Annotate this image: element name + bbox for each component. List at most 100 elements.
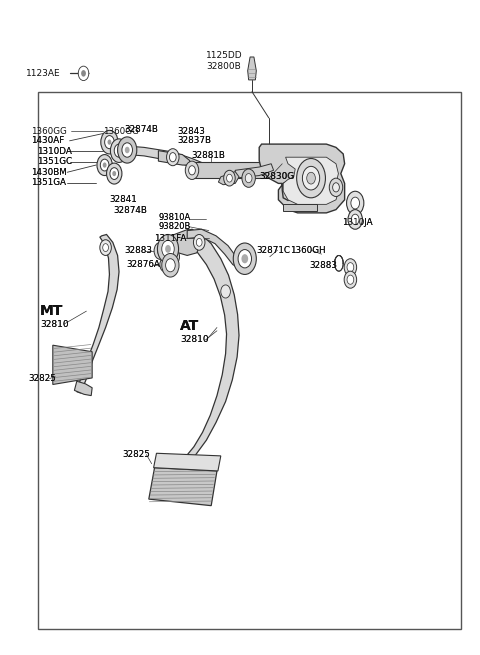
Circle shape — [105, 136, 114, 149]
Circle shape — [162, 253, 179, 277]
Text: 32881B: 32881B — [191, 151, 225, 160]
Text: 1311FA: 1311FA — [154, 234, 186, 243]
Circle shape — [221, 285, 230, 298]
Circle shape — [196, 238, 202, 246]
Text: 93820B: 93820B — [158, 222, 191, 231]
Circle shape — [108, 140, 111, 145]
Polygon shape — [154, 453, 221, 471]
Polygon shape — [235, 164, 274, 178]
Text: 1430BM: 1430BM — [31, 168, 67, 177]
Text: 1360GH: 1360GH — [290, 246, 326, 255]
Text: 1310JA: 1310JA — [342, 218, 372, 227]
Text: AT: AT — [180, 319, 199, 333]
Text: 1351GC: 1351GC — [37, 157, 72, 166]
Text: 32825: 32825 — [29, 374, 57, 383]
Text: 1351GA: 1351GA — [31, 178, 66, 187]
Circle shape — [103, 244, 108, 252]
Circle shape — [242, 169, 255, 187]
Text: 1360GG: 1360GG — [31, 126, 67, 136]
Circle shape — [157, 234, 179, 263]
Polygon shape — [283, 204, 317, 211]
Circle shape — [348, 210, 362, 229]
Circle shape — [193, 234, 205, 250]
Polygon shape — [187, 229, 240, 269]
Text: 93810A: 93810A — [158, 213, 191, 222]
Circle shape — [351, 197, 360, 209]
Circle shape — [122, 143, 132, 157]
Text: 1310DA: 1310DA — [37, 147, 72, 156]
Circle shape — [168, 249, 180, 265]
Circle shape — [227, 174, 232, 182]
Circle shape — [160, 257, 170, 272]
Circle shape — [97, 155, 112, 176]
Text: 1430BM: 1430BM — [31, 168, 67, 177]
Polygon shape — [190, 162, 269, 178]
Circle shape — [347, 263, 354, 272]
Text: 32874B: 32874B — [124, 124, 158, 134]
Text: 32874B: 32874B — [113, 206, 147, 215]
Text: 32830G: 32830G — [259, 172, 295, 181]
Circle shape — [169, 153, 176, 162]
Text: 32876A: 32876A — [126, 260, 160, 269]
Circle shape — [344, 271, 357, 288]
Circle shape — [347, 191, 364, 215]
Text: 1123AE: 1123AE — [26, 69, 61, 78]
Circle shape — [107, 163, 122, 184]
Polygon shape — [74, 381, 92, 396]
Text: 32871C: 32871C — [257, 246, 291, 255]
Text: MT: MT — [40, 304, 63, 318]
Text: 1310DA: 1310DA — [37, 147, 72, 156]
Circle shape — [100, 240, 111, 255]
Text: 32825: 32825 — [122, 450, 150, 459]
Text: 32883: 32883 — [310, 261, 337, 270]
Polygon shape — [218, 172, 239, 185]
Circle shape — [78, 66, 89, 81]
Text: 32841: 32841 — [109, 195, 137, 204]
Circle shape — [101, 130, 118, 154]
Circle shape — [241, 254, 248, 263]
Polygon shape — [53, 345, 92, 384]
Circle shape — [224, 170, 235, 186]
Text: 32837B: 32837B — [178, 136, 212, 145]
Bar — [38, 92, 461, 629]
Text: 1351GC: 1351GC — [37, 157, 72, 166]
Circle shape — [165, 245, 171, 253]
Polygon shape — [180, 457, 198, 469]
Text: 32810: 32810 — [180, 335, 209, 345]
Text: 32825: 32825 — [29, 374, 57, 383]
Circle shape — [100, 159, 109, 171]
Polygon shape — [179, 229, 239, 468]
Text: 32837B: 32837B — [178, 136, 212, 145]
Circle shape — [171, 253, 177, 261]
Polygon shape — [149, 468, 217, 506]
Text: 32843: 32843 — [178, 126, 205, 136]
Circle shape — [351, 214, 359, 225]
Circle shape — [162, 240, 174, 257]
Circle shape — [189, 166, 195, 175]
Text: 32881B: 32881B — [191, 151, 225, 160]
Text: 32871C: 32871C — [257, 246, 291, 255]
Circle shape — [185, 161, 199, 179]
Text: 32876A: 32876A — [126, 260, 160, 269]
Text: 32841: 32841 — [109, 195, 137, 204]
Circle shape — [344, 259, 357, 276]
Circle shape — [110, 168, 119, 179]
Polygon shape — [283, 157, 338, 204]
Circle shape — [297, 159, 325, 198]
Text: 32843: 32843 — [178, 126, 205, 136]
Polygon shape — [167, 229, 201, 255]
Text: 32830G: 32830G — [259, 172, 294, 181]
Text: 1430AF: 1430AF — [31, 136, 64, 145]
Polygon shape — [248, 57, 256, 80]
Circle shape — [167, 149, 179, 166]
Text: 93820B: 93820B — [158, 222, 191, 231]
Text: 1125DD: 1125DD — [206, 50, 243, 60]
Polygon shape — [158, 151, 190, 165]
Text: 32810: 32810 — [180, 335, 209, 345]
Circle shape — [112, 171, 116, 176]
Text: 32810: 32810 — [40, 320, 69, 329]
Circle shape — [333, 183, 339, 192]
Text: 1310JA: 1310JA — [342, 218, 372, 227]
Circle shape — [233, 243, 256, 274]
Circle shape — [125, 147, 130, 153]
